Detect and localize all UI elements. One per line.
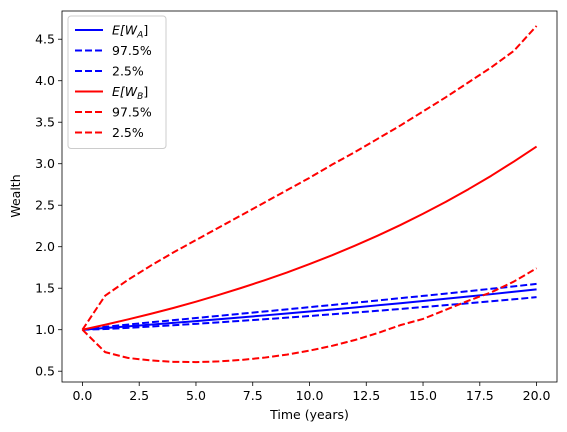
legend-label-4: 97.5%: [112, 105, 152, 120]
y-tick-label: 3.5: [35, 115, 55, 130]
y-tick-label: 2.5: [35, 198, 55, 213]
y-axis-ticks: 0.5 1.0 1.5 2.0 2.5 3.0 3.5 4.0 4.5: [35, 32, 62, 379]
series-layer: [81, 25, 538, 364]
x-tick-label: 0.0: [72, 388, 92, 403]
x-axis-ticks: 0.0 2.5 5.0 7.5 10.0 12.5 15.0 17.5 20.0: [72, 382, 551, 403]
y-tick-label: 1.0: [35, 322, 55, 337]
y-axis-label: Wealth: [8, 174, 23, 217]
x-tick-label: 12.5: [352, 388, 380, 403]
series-line-3: [82, 145, 538, 331]
series-line-5: [81, 267, 538, 364]
x-tick-label: 7.5: [243, 388, 263, 403]
x-tick-label: 5.0: [186, 388, 206, 403]
series-line-2: [82, 296, 537, 331]
legend-label-0: E[WA]: [112, 23, 148, 41]
x-tick-label: 10.0: [296, 388, 324, 403]
y-tick-label: 3.0: [35, 156, 55, 171]
legend-label-5: 2.5%: [112, 125, 144, 140]
legend-label-3: E[WB]: [112, 84, 148, 102]
y-tick-label: 2.0: [35, 239, 55, 254]
y-tick-label: 4.5: [35, 32, 55, 47]
x-tick-label: 15.0: [409, 388, 437, 403]
x-tick-label: 17.5: [466, 388, 494, 403]
legend-box: [67, 15, 167, 149]
series-line-1: [82, 282, 537, 331]
legend-label-1: 97.5%: [112, 43, 152, 58]
y-tick-label: 0.5: [35, 364, 55, 379]
y-tick-label: 4.0: [35, 73, 55, 88]
legend-label-2: 2.5%: [112, 64, 144, 79]
y-tick-label: 1.5: [35, 281, 55, 296]
x-tick-label: 2.5: [129, 388, 149, 403]
series-line-4: [81, 25, 538, 331]
x-axis-label: Time (years): [269, 407, 349, 422]
x-tick-label: 20.0: [523, 388, 551, 403]
series-line-0: [82, 288, 537, 331]
legend: E[WA] 97.5% 2.5% E[WB] 97.5% 2.5%: [67, 15, 167, 149]
